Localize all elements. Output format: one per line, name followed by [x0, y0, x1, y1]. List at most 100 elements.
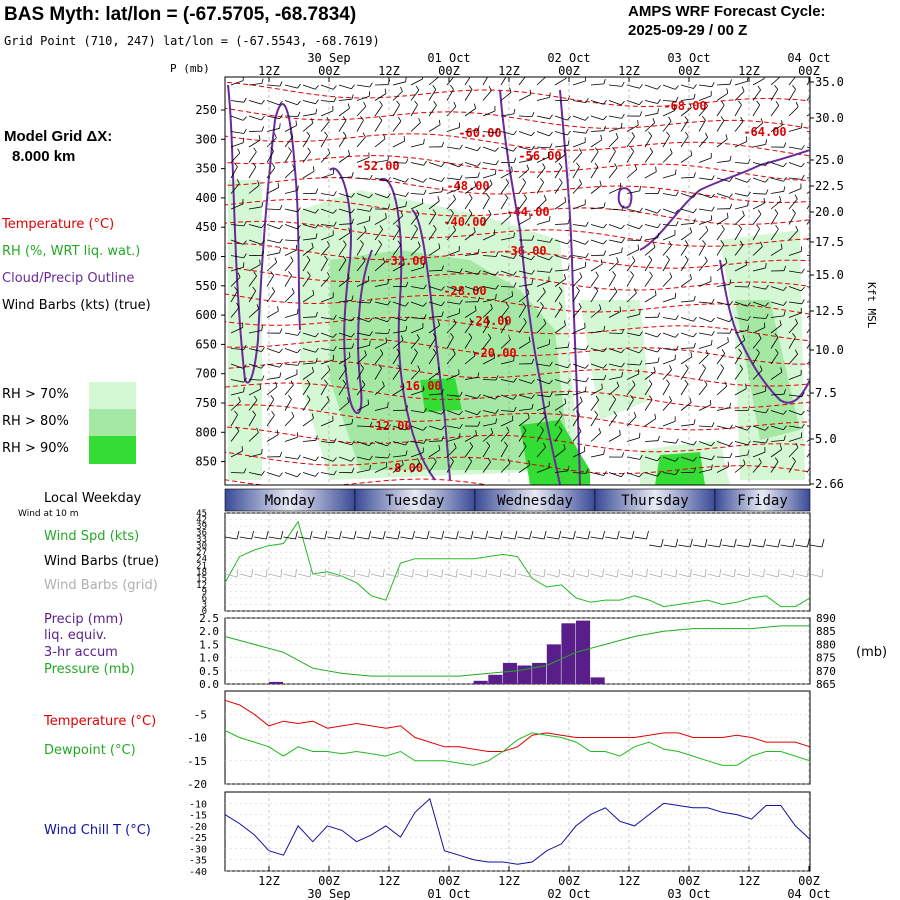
wind-barb [662, 234, 676, 241]
wind-barb [518, 306, 527, 318]
wind-barb [590, 453, 604, 458]
grid-wind-barb-feather [397, 568, 400, 578]
wind-barb-feather [600, 134, 603, 140]
wind-barb-feather [314, 85, 319, 90]
wind-barb-feather [261, 115, 265, 121]
wind-barb-feather [740, 116, 744, 122]
local-weekday-label: Local Weekday [44, 491, 142, 506]
wind-barb-feather [693, 172, 696, 178]
wind-barb [410, 425, 424, 431]
top-time-tick-label: 12Z [258, 64, 280, 78]
wind-barb-feather [495, 284, 499, 290]
wind-barb [320, 259, 328, 272]
wind-barb-feather [654, 413, 657, 419]
true-wind-barb [605, 536, 618, 540]
wind-barb-feather [633, 412, 637, 417]
wind-barb-feather [423, 438, 427, 444]
wind-barb [644, 151, 654, 163]
wind-barb-feather [343, 364, 347, 370]
wind-barb [806, 466, 810, 473]
wind-barb-feather [351, 94, 354, 100]
wind-barb [752, 390, 766, 396]
grid-wind-barb-feather [777, 568, 780, 578]
wind-barb [482, 394, 496, 400]
wind-barb [230, 472, 245, 474]
wind-barb [752, 213, 762, 225]
wind-barb [428, 325, 440, 334]
wind-barb [356, 193, 370, 199]
wind-barb [644, 135, 653, 148]
wind-barb-feather [563, 320, 566, 326]
wind-barb-feather [469, 70, 472, 74]
wind-barb [536, 115, 550, 120]
wind-barb-feather [725, 134, 728, 140]
wind-barb [680, 402, 692, 411]
wind-barb [734, 286, 749, 288]
wind-barb [662, 193, 676, 197]
wind-barb [392, 244, 402, 256]
wind-barb-feather [296, 224, 301, 230]
wind-barb [446, 323, 457, 334]
true-wind-barb-feather [631, 530, 635, 540]
wind-barb-feather [639, 207, 643, 213]
wind-barb [482, 308, 493, 318]
wind-barb [806, 452, 810, 458]
wind-barb-feather [811, 194, 814, 198]
weekday-label: Wednesday [497, 493, 573, 509]
wind-barb-feather [369, 298, 373, 304]
wind-barb-feather [792, 209, 796, 214]
wind-barb-feather [347, 273, 350, 279]
wind-barb-feather [675, 96, 679, 102]
wind-barb-feather [666, 255, 670, 260]
wind-barb-feather [315, 456, 319, 461]
grid-wind-barb-feather [806, 568, 809, 578]
wind-barb [392, 464, 404, 473]
wind-barb [374, 385, 385, 396]
grid-wind-barb-feather [558, 568, 561, 578]
wind-barb [464, 197, 473, 210]
wind-barb-feather [458, 286, 463, 292]
true-wind-barb [634, 536, 647, 540]
grid-wind-barb-feather [455, 568, 458, 578]
wind-barb-feather [405, 201, 407, 207]
wind-barb [374, 217, 387, 225]
wind-barb-feather [529, 213, 531, 219]
wind-barb [752, 162, 766, 166]
wind-barb [788, 270, 802, 274]
wind-barb [392, 301, 406, 307]
wind-barb [608, 261, 619, 272]
wind-barb-feather [238, 396, 241, 402]
wind-barb [788, 374, 802, 380]
wind-barb [428, 105, 437, 117]
wind-barb [428, 315, 442, 318]
wind-barb-feather [438, 243, 441, 249]
wind-barb-feather [657, 435, 660, 441]
grid-wind-barb [649, 573, 662, 578]
wind-barb-feather [690, 351, 693, 357]
wind-barb-feather [711, 464, 713, 470]
chill-y-tick-label: -30 [189, 844, 207, 855]
wind-barb-feather [529, 89, 531, 95]
wind-barb-feather [540, 426, 544, 431]
wind-barb-feather [476, 410, 481, 415]
wind-barb-feather [450, 457, 454, 462]
wind-barb-feather [631, 256, 636, 261]
wind-barb [662, 259, 670, 272]
wind-barb-feather [487, 457, 491, 463]
top-time-tick-label: 12Z [738, 64, 760, 78]
temperature-contour-label: -40.00 [443, 215, 486, 229]
wind-barb [302, 348, 316, 353]
wind-barb-feather [795, 71, 798, 75]
wind-barb-feather [367, 399, 369, 405]
wind-barb [698, 301, 712, 304]
wind-barb [482, 214, 492, 225]
wind-barb-feather [403, 259, 405, 265]
wind-barb [230, 307, 240, 318]
wind-barb [680, 232, 692, 241]
wind-barb-feather [505, 178, 509, 184]
wind-barb-feather [333, 191, 337, 196]
temperature-contour-label: -60.00 [458, 126, 501, 140]
wind-barb [284, 363, 298, 366]
wind-barb-feather [403, 136, 405, 142]
wind-barb [716, 386, 727, 396]
